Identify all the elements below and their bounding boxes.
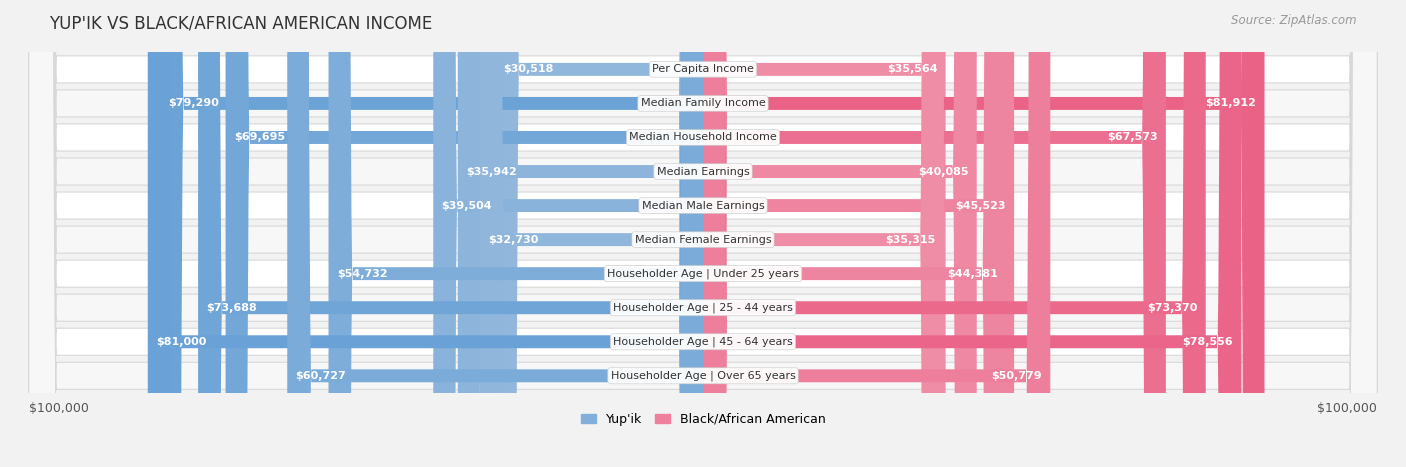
Text: $35,942: $35,942 <box>465 167 517 177</box>
FancyBboxPatch shape <box>703 0 1007 467</box>
Text: $44,381: $44,381 <box>948 269 998 279</box>
FancyBboxPatch shape <box>703 0 943 467</box>
Text: $35,564: $35,564 <box>887 64 938 74</box>
FancyBboxPatch shape <box>703 0 1264 467</box>
FancyBboxPatch shape <box>28 0 1378 467</box>
FancyBboxPatch shape <box>703 0 977 467</box>
FancyBboxPatch shape <box>458 0 703 467</box>
FancyBboxPatch shape <box>329 0 703 467</box>
FancyBboxPatch shape <box>433 0 703 467</box>
FancyBboxPatch shape <box>28 0 1378 467</box>
Text: $54,732: $54,732 <box>337 269 388 279</box>
FancyBboxPatch shape <box>703 0 1206 467</box>
Legend: Yup'ik, Black/African American: Yup'ik, Black/African American <box>575 408 831 431</box>
FancyBboxPatch shape <box>703 0 1014 467</box>
FancyBboxPatch shape <box>703 0 1241 467</box>
Text: $35,315: $35,315 <box>886 234 935 245</box>
Text: Householder Age | 25 - 44 years: Householder Age | 25 - 44 years <box>613 303 793 313</box>
Text: $50,779: $50,779 <box>991 371 1042 381</box>
Text: $67,573: $67,573 <box>1107 133 1157 142</box>
Text: Median Earnings: Median Earnings <box>657 167 749 177</box>
FancyBboxPatch shape <box>28 0 1378 467</box>
Text: $39,504: $39,504 <box>441 200 492 211</box>
Text: $45,523: $45,523 <box>956 200 1005 211</box>
FancyBboxPatch shape <box>28 0 1378 467</box>
FancyBboxPatch shape <box>28 0 1378 467</box>
Text: YUP'IK VS BLACK/AFRICAN AMERICAN INCOME: YUP'IK VS BLACK/AFRICAN AMERICAN INCOME <box>49 14 433 32</box>
FancyBboxPatch shape <box>28 0 1378 467</box>
Text: $32,730: $32,730 <box>488 234 538 245</box>
FancyBboxPatch shape <box>28 0 1378 467</box>
FancyBboxPatch shape <box>28 0 1378 467</box>
Text: Median Male Earnings: Median Male Earnings <box>641 200 765 211</box>
FancyBboxPatch shape <box>703 0 1050 467</box>
FancyBboxPatch shape <box>159 0 703 467</box>
Text: $73,688: $73,688 <box>207 303 257 313</box>
FancyBboxPatch shape <box>28 0 1378 467</box>
Text: Per Capita Income: Per Capita Income <box>652 64 754 74</box>
FancyBboxPatch shape <box>287 0 703 467</box>
Text: Householder Age | Under 25 years: Householder Age | Under 25 years <box>607 269 799 279</box>
FancyBboxPatch shape <box>148 0 703 467</box>
Text: $79,290: $79,290 <box>167 99 219 108</box>
Text: $81,912: $81,912 <box>1205 99 1256 108</box>
Text: Median Family Income: Median Family Income <box>641 99 765 108</box>
Text: $69,695: $69,695 <box>233 133 285 142</box>
Text: $60,727: $60,727 <box>295 371 346 381</box>
FancyBboxPatch shape <box>703 0 946 467</box>
Text: $81,000: $81,000 <box>156 337 207 347</box>
FancyBboxPatch shape <box>225 0 703 467</box>
Text: $40,085: $40,085 <box>918 167 969 177</box>
FancyBboxPatch shape <box>479 0 703 467</box>
Text: $73,370: $73,370 <box>1147 303 1198 313</box>
Text: Median Female Earnings: Median Female Earnings <box>634 234 772 245</box>
Text: $30,518: $30,518 <box>503 64 554 74</box>
Text: Householder Age | Over 65 years: Householder Age | Over 65 years <box>610 370 796 381</box>
FancyBboxPatch shape <box>28 0 1378 467</box>
Text: $100,000: $100,000 <box>28 403 89 415</box>
Text: $78,556: $78,556 <box>1182 337 1233 347</box>
FancyBboxPatch shape <box>703 0 1166 467</box>
Text: Source: ZipAtlas.com: Source: ZipAtlas.com <box>1232 14 1357 27</box>
Text: $100,000: $100,000 <box>1317 403 1378 415</box>
FancyBboxPatch shape <box>495 0 703 467</box>
Text: Median Household Income: Median Household Income <box>628 133 778 142</box>
FancyBboxPatch shape <box>198 0 703 467</box>
Text: Householder Age | 45 - 64 years: Householder Age | 45 - 64 years <box>613 337 793 347</box>
